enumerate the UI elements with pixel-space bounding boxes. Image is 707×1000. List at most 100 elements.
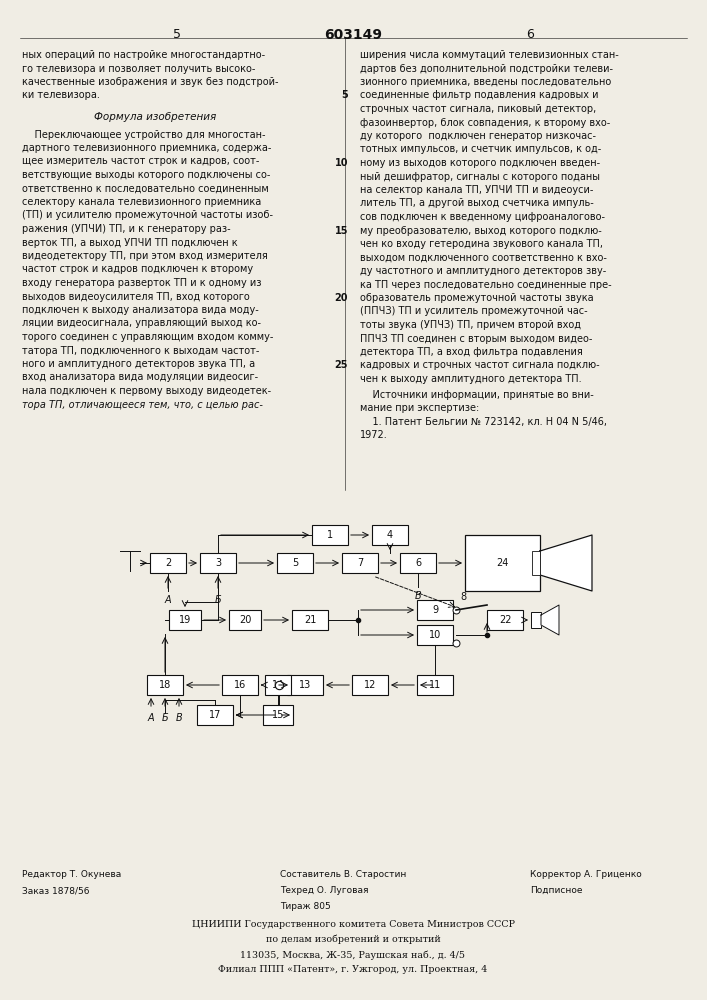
Bar xyxy=(287,675,323,695)
Text: 2: 2 xyxy=(165,558,171,568)
Text: 11: 11 xyxy=(429,680,441,690)
Text: нала подключен к первому выходу видеодетек-: нала подключен к первому выходу видеодет… xyxy=(22,386,271,396)
Bar xyxy=(277,553,313,573)
Text: 7: 7 xyxy=(357,558,363,568)
Text: 1: 1 xyxy=(327,530,333,540)
Text: верток ТП, а выход УПЧИ ТП подключен к: верток ТП, а выход УПЧИ ТП подключен к xyxy=(22,237,238,247)
Text: 8: 8 xyxy=(460,592,466,602)
Text: (ТП) и усилителю промежуточной частоты изоб-: (ТП) и усилителю промежуточной частоты и… xyxy=(22,211,273,221)
Text: Составитель В. Старостин: Составитель В. Старостин xyxy=(280,870,407,879)
Text: тора ТП, отличающееся тем, что, с целью рас-: тора ТП, отличающееся тем, что, с целью … xyxy=(22,399,263,410)
Text: 22: 22 xyxy=(498,615,511,625)
Text: входу генератора разверток ТП и к одному из: входу генератора разверток ТП и к одному… xyxy=(22,278,262,288)
Text: строчных частот сигнала, пиковый детектор,: строчных частот сигнала, пиковый детекто… xyxy=(360,104,596,114)
Text: ный дешифратор, сигналы с которого поданы: ный дешифратор, сигналы с которого подан… xyxy=(360,172,600,182)
Text: А: А xyxy=(148,713,154,723)
Text: му преобразователю, выход которого подклю-: му преобразователю, выход которого подкл… xyxy=(360,226,602,235)
Text: 5: 5 xyxy=(292,558,298,568)
Text: Переключающее устройство для многостан-: Переключающее устройство для многостан- xyxy=(22,129,266,139)
Text: Филиал ППП «Патент», г. Ужгород, ул. Проектная, 4: Филиал ППП «Патент», г. Ужгород, ул. Про… xyxy=(218,965,488,974)
Bar xyxy=(312,525,348,545)
Text: зионного приемника, введены последовательно: зионного приемника, введены последовател… xyxy=(360,77,612,87)
Text: тотных импульсов, и счетчик импульсов, к од-: тотных импульсов, и счетчик импульсов, к… xyxy=(360,144,601,154)
Bar xyxy=(292,610,328,630)
Text: А: А xyxy=(165,595,171,605)
Text: Заказ 1878/56: Заказ 1878/56 xyxy=(22,886,90,895)
Text: 5: 5 xyxy=(173,28,181,41)
Text: ного и амплитудного детекторов звука ТП, а: ного и амплитудного детекторов звука ТП,… xyxy=(22,359,255,369)
Text: 6: 6 xyxy=(415,558,421,568)
Text: 20: 20 xyxy=(334,293,348,303)
Bar xyxy=(532,551,540,575)
Text: го телевизора и позволяет получить высоко-: го телевизора и позволяет получить высок… xyxy=(22,64,255,74)
Text: Редактор Т. Окунева: Редактор Т. Окунева xyxy=(22,870,121,879)
Polygon shape xyxy=(540,535,592,591)
Text: 14: 14 xyxy=(272,680,284,690)
Text: 18: 18 xyxy=(159,680,171,690)
Bar xyxy=(147,675,183,695)
Text: ному из выходов которого подключен введен-: ному из выходов которого подключен введе… xyxy=(360,158,600,168)
Text: 17: 17 xyxy=(209,710,221,720)
Text: 10: 10 xyxy=(334,158,348,168)
Text: 25: 25 xyxy=(334,360,348,370)
Text: ду частотного и амплитудного детекторов зву-: ду частотного и амплитудного детекторов … xyxy=(360,266,606,276)
Text: Б: Б xyxy=(215,595,221,605)
Text: на селектор канала ТП, УПЧИ ТП и видеоуси-: на селектор канала ТП, УПЧИ ТП и видеоус… xyxy=(360,185,593,195)
Text: 5: 5 xyxy=(341,91,348,101)
Text: вход анализатора вида модуляции видеосиг-: вход анализатора вида модуляции видеосиг… xyxy=(22,372,258,382)
Text: видеодетектору ТП, при этом вход измерителя: видеодетектору ТП, при этом вход измерит… xyxy=(22,251,268,261)
Text: дартов без дополнительной подстройки телеви-: дартов без дополнительной подстройки тел… xyxy=(360,64,613,74)
Text: 21: 21 xyxy=(304,615,316,625)
Bar xyxy=(531,612,541,628)
Text: ки телевизора.: ки телевизора. xyxy=(22,91,100,101)
Text: частот строк и кадров подключен к второму: частот строк и кадров подключен к втором… xyxy=(22,264,253,274)
Bar xyxy=(465,535,540,591)
Text: фазоинвертор, блок совпадения, к второму вхо-: фазоинвертор, блок совпадения, к второму… xyxy=(360,117,610,127)
Bar xyxy=(417,675,453,695)
Text: 603149: 603149 xyxy=(324,28,382,42)
Bar xyxy=(417,625,453,645)
Text: подключен к выходу анализатора вида моду-: подключен к выходу анализатора вида моду… xyxy=(22,305,259,315)
Bar xyxy=(229,610,261,630)
Text: селектору канала телевизионного приемника: селектору канала телевизионного приемник… xyxy=(22,197,262,207)
Polygon shape xyxy=(541,605,559,635)
Text: торого соединен с управляющим входом комму-: торого соединен с управляющим входом ком… xyxy=(22,332,274,342)
Text: ППЧЗ ТП соединен с вторым выходом видео-: ППЧЗ ТП соединен с вторым выходом видео- xyxy=(360,334,592,344)
Text: чен к выходу амплитудного детектора ТП.: чен к выходу амплитудного детектора ТП. xyxy=(360,374,582,384)
Text: ветствующие выходы которого подключены со-: ветствующие выходы которого подключены с… xyxy=(22,170,270,180)
Text: Техред О. Луговая: Техред О. Луговая xyxy=(280,886,368,895)
Text: ду которого  подключен генератор низкочас-: ду которого подключен генератор низкочас… xyxy=(360,131,596,141)
Text: образователь промежуточной частоты звука: образователь промежуточной частоты звука xyxy=(360,293,594,303)
Text: Тираж 805: Тираж 805 xyxy=(280,902,331,911)
Bar xyxy=(342,553,378,573)
Bar xyxy=(352,675,388,695)
Text: ражения (УПЧИ) ТП, и к генератору раз-: ражения (УПЧИ) ТП, и к генератору раз- xyxy=(22,224,230,234)
Text: литель ТП, а другой выход счетчика импуль-: литель ТП, а другой выход счетчика импул… xyxy=(360,198,594,209)
Text: (ППЧЗ) ТП и усилитель промежуточной час-: (ППЧЗ) ТП и усилитель промежуточной час- xyxy=(360,306,588,316)
Bar xyxy=(417,600,453,620)
Text: 12: 12 xyxy=(364,680,376,690)
Text: 4: 4 xyxy=(387,530,393,540)
Text: 24: 24 xyxy=(496,558,509,568)
Text: детектора ТП, а вход фильтра подавления: детектора ТП, а вход фильтра подавления xyxy=(360,347,583,357)
Text: 19: 19 xyxy=(179,615,191,625)
Text: Источники информации, принятые во вни-: Источники информации, принятые во вни- xyxy=(360,389,594,399)
Bar xyxy=(222,675,258,695)
Text: В: В xyxy=(414,591,421,601)
Bar xyxy=(400,553,436,573)
Text: ка ТП через последовательно соединенные пре-: ка ТП через последовательно соединенные … xyxy=(360,279,612,290)
Text: выходов видеоусилителя ТП, вход которого: выходов видеоусилителя ТП, вход которого xyxy=(22,292,250,302)
Text: Корректор А. Гриценко: Корректор А. Гриценко xyxy=(530,870,642,879)
Text: мание при экспертизе:: мание при экспертизе: xyxy=(360,403,479,413)
Text: качественные изображения и звук без подстрой-: качественные изображения и звук без подс… xyxy=(22,77,279,87)
Text: 13: 13 xyxy=(299,680,311,690)
Text: 6: 6 xyxy=(526,28,534,41)
Text: соединенные фильтр подавления кадровых и: соединенные фильтр подавления кадровых и xyxy=(360,91,599,101)
Text: 1972.: 1972. xyxy=(360,430,387,440)
Text: ответственно к последовательно соединенным: ответственно к последовательно соединенн… xyxy=(22,184,269,194)
Text: кадровых и строчных частот сигнала подклю-: кадровых и строчных частот сигнала подкл… xyxy=(360,360,600,370)
Text: сов подключен к введенному цифроаналогово-: сов подключен к введенному цифроаналогов… xyxy=(360,212,605,222)
Text: татора ТП, подключенного к выходам частот-: татора ТП, подключенного к выходам часто… xyxy=(22,346,259,356)
Bar xyxy=(265,675,291,695)
Text: 3: 3 xyxy=(215,558,221,568)
